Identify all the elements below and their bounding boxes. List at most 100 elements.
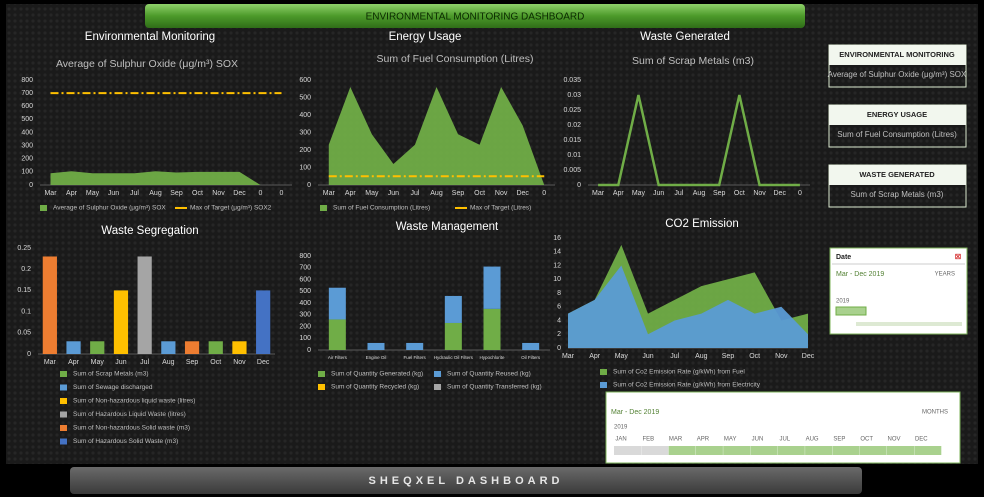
x-tick-label: Jun (115, 359, 126, 366)
x-tick-label: Hypochlorite (479, 355, 505, 360)
timeline-range: Mar - Dec 2019 (611, 409, 659, 416)
y-tick-label: 200 (299, 323, 311, 330)
x-tick-label: 0 (280, 190, 284, 197)
y-tick-label: 0.01 (567, 152, 581, 159)
bar (161, 341, 176, 354)
slicer-level[interactable]: YEARS (935, 272, 955, 278)
timeline-level[interactable]: MONTHS (922, 410, 948, 416)
timeline-cell[interactable] (750, 446, 778, 455)
timeline-cell[interactable] (641, 446, 669, 455)
x-tick-label: Oct (474, 190, 485, 197)
timeline-cell[interactable] (887, 446, 914, 455)
chart-title: Waste Segregation (101, 225, 198, 237)
legend-label: Sum of Non-hazardous liquid waste (litre… (73, 398, 195, 405)
x-tick-label: Aug (162, 359, 175, 366)
x-tick-label: Apr (589, 353, 601, 360)
timeline-cell[interactable] (914, 446, 942, 455)
legend-label: Max of Target (μg/m³) SOX2 (190, 205, 272, 212)
header-title: ENVIRONMENTAL MONITORING DASHBOARD (366, 12, 585, 23)
bar (256, 290, 271, 354)
bar (42, 256, 57, 354)
slicer-year: 2019 (836, 299, 850, 305)
y-tick-label: 100 (21, 169, 33, 176)
y-tick-label: 0.025 (563, 107, 581, 114)
slicer-scroll (856, 322, 962, 326)
bar-segment (522, 342, 540, 350)
x-tick-label: Air Filters (328, 355, 348, 360)
timeline-month: MAR (669, 437, 683, 443)
timeline-cell[interactable] (832, 446, 860, 455)
y-tick-label: 500 (299, 94, 311, 101)
date-slicer (829, 247, 968, 335)
timeline-month: JAN (615, 437, 626, 443)
bar (90, 341, 105, 354)
panel-text: Sum of Scrap Metals (m3) (851, 190, 944, 199)
y-tick-label: 0 (307, 347, 311, 354)
x-tick-label: Nov (775, 353, 788, 360)
x-tick-label: Jun (642, 353, 653, 360)
footer-title: SHEQXEL DASHBOARD (369, 475, 564, 487)
x-tick-label: Jul (670, 353, 679, 360)
y-tick-label: 500 (21, 116, 33, 123)
x-tick-label: May (615, 353, 629, 360)
slicer-year-bar[interactable] (835, 306, 867, 316)
y-tick-label: 0 (307, 182, 311, 189)
y-tick-label: 400 (21, 129, 33, 136)
bar (113, 290, 129, 354)
legend-label: Sum of Sewage discharged (73, 384, 153, 391)
y-tick-label: 0 (27, 351, 31, 358)
y-tick-label: 0.05 (17, 330, 31, 337)
timeline-month: AUG (806, 437, 819, 443)
y-tick-label: 800 (299, 253, 311, 260)
timeline-cell[interactable] (859, 446, 887, 455)
timeline-cell[interactable] (777, 446, 805, 455)
x-tick-label: Aug (695, 353, 708, 360)
legend-swatch (600, 369, 607, 375)
slicer-clear[interactable]: ⊠ (955, 252, 962, 261)
bar (232, 341, 247, 354)
x-tick-label: Dec (774, 190, 787, 197)
chart-title: Sum of Scrap Metals (m3) (632, 55, 754, 67)
x-tick-label: Jun (388, 190, 399, 197)
x-tick-label: Jul (410, 190, 419, 197)
y-tick-label: 400 (299, 112, 311, 119)
x-tick-label: Dec (257, 359, 270, 366)
legend-label: Sum of Quantity Transferred (kg) (447, 384, 542, 391)
bar-segment (444, 295, 462, 323)
y-tick-label: 8 (557, 290, 561, 297)
timeline-cell[interactable] (614, 446, 641, 455)
x-tick-label: 0 (798, 190, 802, 197)
legend-swatch (320, 205, 327, 211)
panel-heading-box (829, 105, 966, 125)
timeline-cell[interactable] (723, 446, 751, 455)
x-tick-label: 0 (259, 190, 263, 197)
timeline-month: DEC (915, 437, 928, 443)
panel-heading: ENERGY USAGE (867, 110, 927, 119)
y-tick-label: 0.005 (563, 167, 581, 174)
bar-segment (483, 266, 501, 309)
slicer-range: Mar - Dec 2019 (836, 271, 884, 278)
legend-label: Sum of Scrap Metals (m3) (73, 371, 149, 378)
x-tick-label: Sep (722, 353, 735, 360)
x-tick-label: Sep (186, 359, 199, 366)
legend-swatch (60, 425, 67, 431)
y-tick-label: 0 (29, 182, 33, 189)
timeline-cell[interactable] (695, 446, 723, 455)
legend-swatch (40, 205, 47, 211)
legend-swatch (60, 398, 67, 404)
panel-heading: WASTE GENERATED (859, 170, 935, 179)
x-tick-label: Aug (430, 190, 443, 197)
bar-segment (483, 308, 501, 350)
timeline-cell[interactable] (668, 446, 696, 455)
legend-label: Sum of Hazardous Solid Waste (m3) (73, 438, 178, 445)
y-tick-label: 0.015 (563, 137, 581, 144)
bar (137, 256, 152, 354)
timeline-cell[interactable] (805, 446, 833, 455)
x-tick-label: Jul (674, 190, 683, 197)
bar-segment (406, 342, 424, 350)
x-tick-label: Oct (210, 359, 221, 366)
y-tick-label: 0.035 (563, 77, 581, 84)
legend-swatch (318, 384, 325, 390)
legend-label: Sum of Non-hazardous Solid waste (m3) (73, 425, 190, 432)
x-tick-label: Apr (66, 190, 78, 197)
